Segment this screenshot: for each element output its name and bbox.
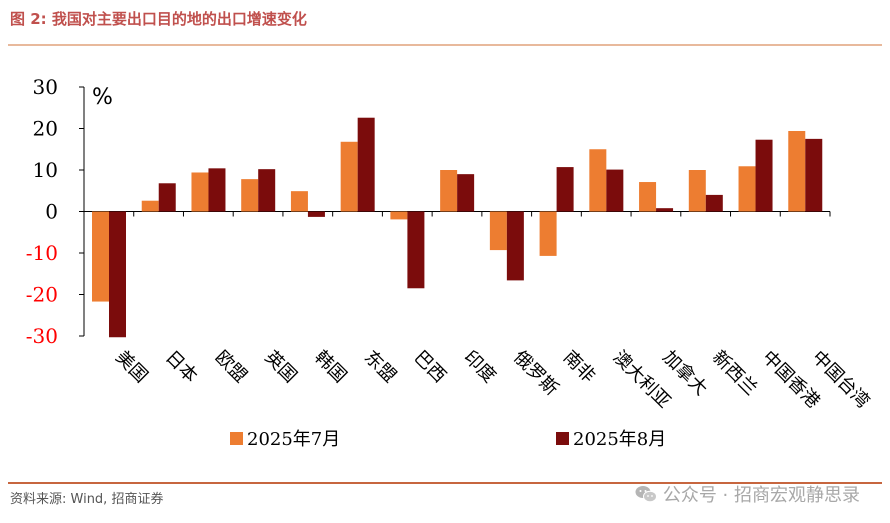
bar-aug	[805, 138, 823, 212]
x-tick-label: 英国	[261, 347, 301, 387]
x-tick-label: 东盟	[360, 347, 400, 387]
y-tick-label: 30	[33, 75, 58, 99]
y-tick-label: 20	[33, 117, 58, 141]
top-divider	[8, 44, 882, 46]
bar-jul	[788, 130, 806, 212]
watermark-text: 公众号 · 招商宏观静思录	[662, 485, 860, 506]
bar-jul	[92, 211, 109, 302]
bar-jul	[241, 179, 259, 212]
bar-jul	[340, 141, 358, 212]
bar-jul	[489, 211, 507, 251]
x-tick-label: 俄罗斯	[509, 347, 562, 400]
bar-aug	[656, 208, 674, 212]
x-tick-label: 韩国	[310, 347, 350, 387]
bar-aug	[457, 174, 475, 212]
bar-jul	[440, 170, 458, 212]
y-tick-label: -20	[26, 283, 58, 307]
x-tick-label: 南非	[559, 347, 599, 387]
legend-label: 2025年7月	[247, 429, 340, 450]
y-tick-label: -10	[26, 241, 58, 265]
bar-jul	[539, 211, 557, 256]
bar-aug	[755, 139, 773, 212]
legend-swatch	[556, 432, 569, 445]
bar-aug	[506, 211, 524, 281]
bar-jul	[141, 200, 159, 212]
y-tick-label: 10	[33, 158, 58, 182]
y-unit-label: %	[92, 85, 113, 110]
y-tick-label: 0	[45, 200, 58, 224]
x-tick-label: 印度	[459, 347, 499, 387]
x-tick-label: 美国	[111, 347, 151, 387]
bottom-divider	[8, 482, 882, 484]
bar-jul	[589, 149, 607, 212]
bar-aug	[158, 183, 176, 212]
legend-label: 2025年8月	[573, 429, 666, 450]
bar-aug	[307, 211, 325, 217]
watermark: 公众号 · 招商宏观静思录	[635, 481, 860, 507]
wechat-icon	[635, 486, 657, 503]
bar-jul	[688, 170, 706, 212]
bar-jul	[390, 211, 408, 220]
bar-aug	[208, 168, 226, 212]
source-note: 资料来源: Wind, 招商证券	[10, 492, 164, 507]
bar-aug	[109, 211, 126, 338]
bar-aug	[556, 167, 574, 212]
bar-aug	[258, 169, 276, 212]
legend-swatch	[230, 432, 243, 445]
bar-aug	[705, 194, 723, 212]
bar-aug	[407, 211, 425, 289]
x-tick-label: 巴西	[410, 347, 450, 387]
bar-aug	[357, 117, 375, 212]
x-tick-label: 欧盟	[211, 347, 251, 387]
bar-jul	[290, 191, 308, 212]
bar-jul	[738, 166, 756, 212]
bar-jul	[191, 172, 209, 212]
y-tick-label: -30	[26, 324, 58, 348]
figure-title: 图 2: 我国对主要出口目的地的出口增速变化	[10, 10, 307, 28]
bar-aug	[606, 169, 624, 212]
x-tick-label: 新西兰	[708, 347, 761, 400]
x-tick-label: 日本	[161, 347, 201, 387]
bar-jul	[639, 182, 657, 212]
